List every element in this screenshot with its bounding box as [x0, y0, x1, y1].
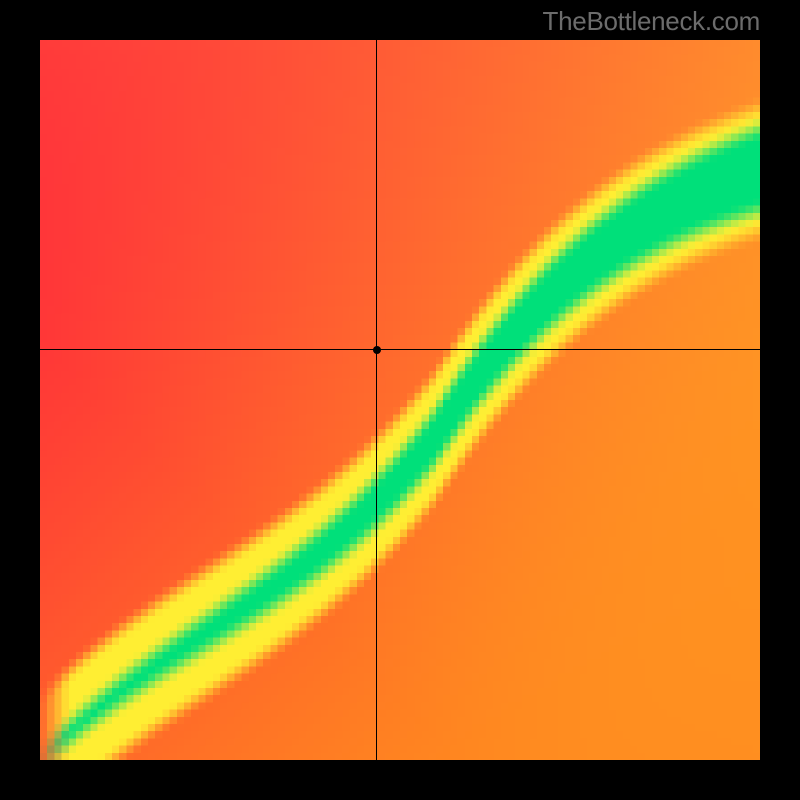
- watermark-text: TheBottleneck.com: [543, 6, 760, 37]
- heatmap-canvas: [40, 40, 760, 760]
- plot-area: [40, 40, 760, 760]
- crosshair-vertical: [376, 40, 377, 760]
- crosshair-horizontal: [40, 349, 760, 350]
- intersection-marker: [373, 346, 381, 354]
